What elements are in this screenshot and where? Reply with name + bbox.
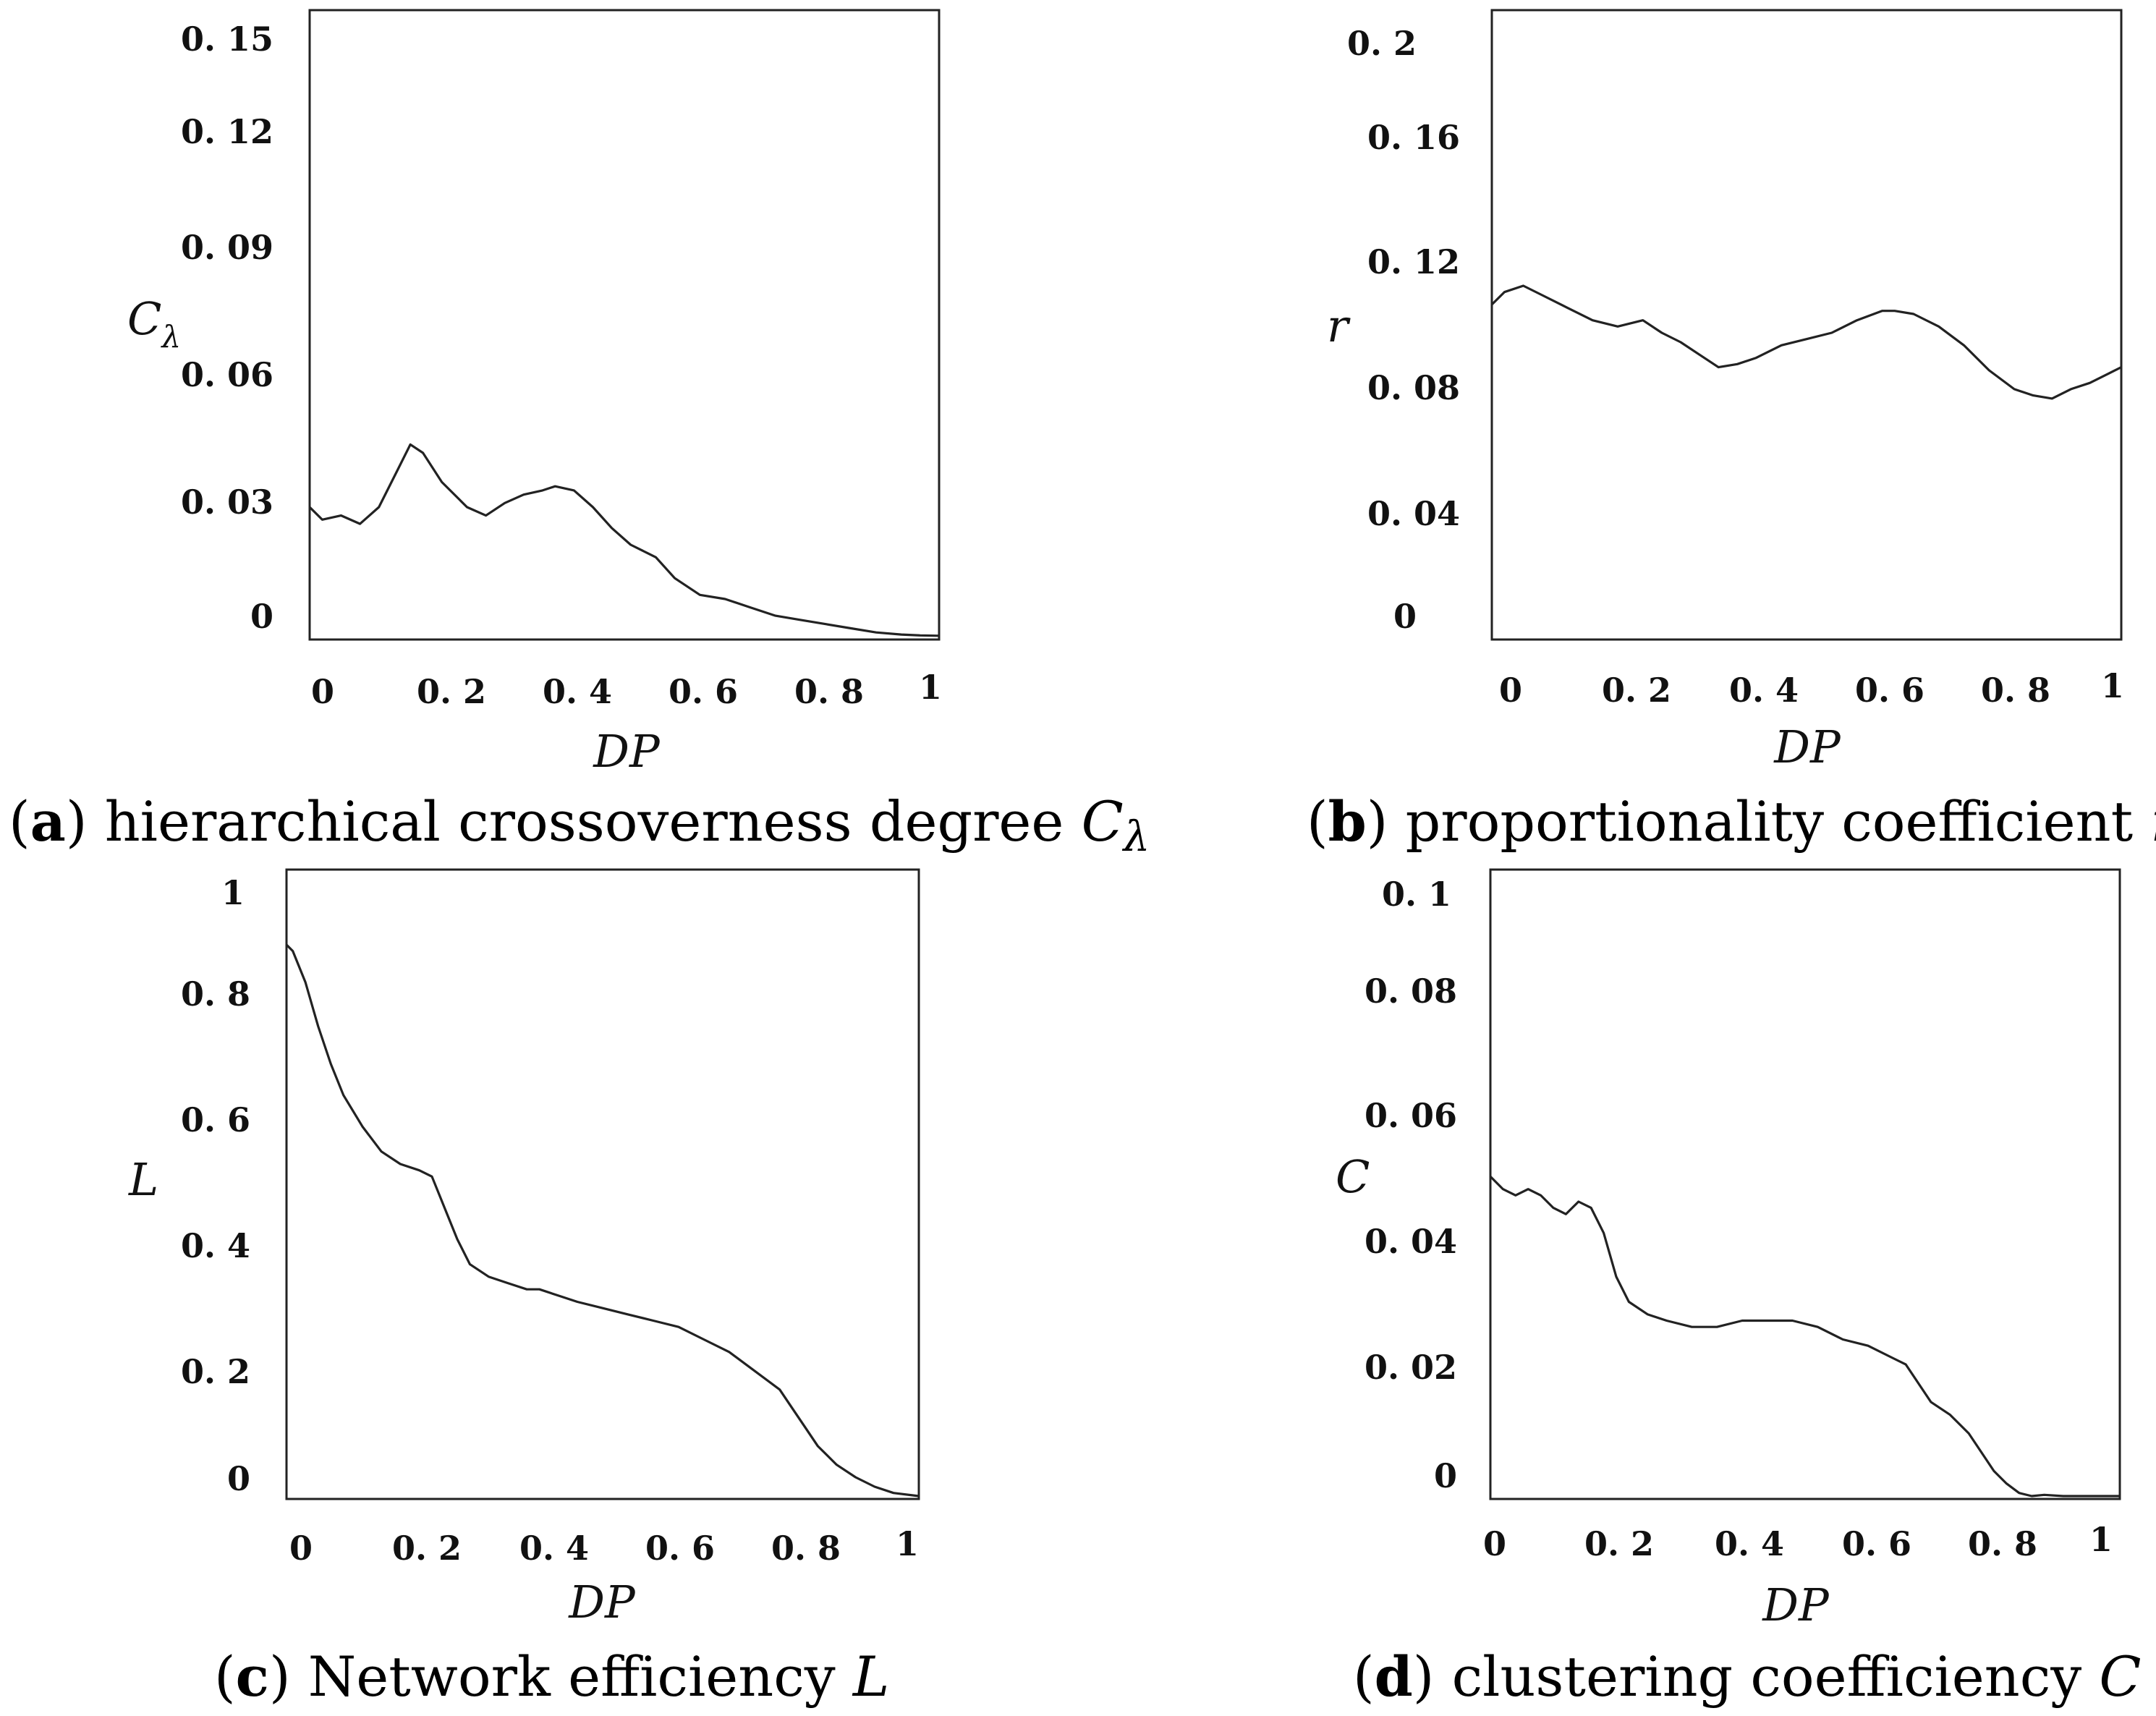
y-tick-label: 0. 15 [181,20,273,59]
caption-symbol: r [2150,789,2156,854]
plot-frame-d [1489,868,2121,1500]
y-tick-label: 0. 12 [1367,242,1460,281]
x-tick-labels-d: 0 0. 2 0. 4 0. 6 0. 8 1 [1483,1520,2113,1563]
y-tick-label: 0. 2 [1347,24,1417,63]
x-tick-label: 0. 4 [1715,1524,1784,1563]
caption-panel-letter: c [236,1644,269,1709]
caption-panel-letter: d [1375,1644,1413,1709]
series-line-b [1490,284,2122,400]
caption-d: (d) clustering coefficiency C [1353,1644,2142,1709]
x-tick-label: 0. 6 [645,1529,715,1568]
x-tick-label: 0. 2 [1602,671,1671,710]
y-tick-labels-b: 0 0. 04 0. 08 0. 12 0. 16 0. 2 [1347,24,1460,636]
caption-c: (c) Network efficiency L [214,1644,889,1709]
y-tick-label: 0 [227,1459,250,1498]
caption-a: (a) hierarchical crossoverness degree Cλ [9,789,1150,861]
x-tick-label: 0. 8 [1981,671,2050,710]
x-axis-label-d: DP [1762,1579,1830,1631]
x-tick-labels-a: 0 0. 2 0. 4 0. 6 0. 8 1 [311,668,942,711]
y-axis-label-sub: λ [160,319,181,354]
x-tick-label: 0. 4 [519,1529,589,1568]
y-tick-label: 0. 12 [181,112,273,151]
x-axis-label-b: DP [1773,721,1841,773]
x-tick-label: 0 [1499,671,1522,710]
y-tick-label: 0 [250,597,273,636]
caption-text: Network efficiency [308,1644,836,1709]
caption-b: (b) proportionality coefficient r [1307,789,2156,854]
caption-panel-letter: a [30,789,66,854]
plot-frame-b [1490,9,2123,641]
y-axis-label-main: C [127,292,161,345]
x-tick-labels-c: 0 0. 2 0. 4 0. 6 0. 8 1 [289,1524,919,1568]
x-tick-label: 0. 2 [392,1529,462,1568]
y-tick-label: 0. 2 [181,1352,250,1391]
caption-text: hierarchical crossoverness degree [105,789,1064,854]
x-tick-label: 0. 2 [1584,1524,1654,1563]
y-axis-label-a: Cλ [127,292,181,354]
x-tick-label: 1 [896,1524,919,1563]
y-tick-labels-d: 0 0. 02 0. 04 0. 06 0. 08 0. 1 [1365,875,1457,1495]
y-tick-label: 0. 04 [1367,494,1460,533]
x-axis-label-c: DP [568,1576,636,1628]
x-tick-label: 0 [289,1529,313,1568]
x-tick-label: 0. 6 [1855,671,1924,710]
x-tick-label: 1 [2089,1520,2113,1559]
caption-symbol: L [852,1644,889,1709]
caption-text: proportionality coefficient [1406,789,2134,854]
x-tick-label: 0. 2 [417,672,486,711]
caption-text: clustering coefficiency [1452,1644,2082,1709]
x-axis-label-a: DP [593,725,661,778]
x-tick-label: 0. 6 [669,672,738,711]
x-tick-label: 0. 4 [543,672,612,711]
series-line-d [1489,1176,2120,1498]
y-tick-label: 0. 06 [1365,1096,1457,1135]
plot-frame-a [308,9,941,641]
y-tick-labels-a: 0 0. 03 0. 06 0. 09 0. 12 0. 15 [181,20,273,636]
y-tick-label: 0. 04 [1365,1222,1457,1261]
x-tick-label: 0. 4 [1729,671,1799,710]
caption-symbol-sub: λ [1122,812,1150,861]
y-tick-label: 0 [1393,597,1417,636]
x-tick-label: 0. 8 [771,1529,841,1568]
y-tick-label: 1 [221,873,245,912]
y-tick-label: 0. 6 [181,1100,250,1139]
y-tick-label: 0. 09 [181,228,273,267]
y-tick-label: 0. 02 [1365,1348,1457,1387]
y-tick-label: 0. 1 [1382,875,1451,914]
caption-symbol: C [1082,789,1124,854]
series-line-c [285,943,920,1498]
y-tick-label: 0. 03 [181,483,273,522]
y-axis-label-b: r [1327,300,1351,352]
y-tick-label: 0. 16 [1367,118,1460,157]
y-tick-label: 0. 8 [181,974,250,1014]
panel-c: 0 0. 2 0. 4 0. 6 0. 8 1 0 0. 2 0. 4 0. 6… [128,868,920,1709]
x-tick-label: 0. 8 [1968,1524,2037,1563]
x-tick-label: 0 [1483,1524,1506,1563]
series-line-a [308,443,940,637]
y-axis-label-d: C [1336,1150,1370,1203]
x-tick-label: 0. 8 [794,672,864,711]
caption-symbol: C [2099,1644,2141,1709]
y-tick-labels-c: 0 0. 2 0. 4 0. 6 0. 8 1 [181,873,250,1498]
plot-frame-c [285,868,920,1500]
y-tick-label: 0. 06 [181,355,273,394]
x-tick-labels-b: 0 0. 2 0. 4 0. 6 0. 8 1 [1499,666,2124,710]
x-tick-label: 1 [2101,666,2124,705]
y-tick-label: 0. 4 [181,1226,250,1265]
y-tick-label: 0. 08 [1365,972,1457,1011]
panel-d: 0 0. 02 0. 04 0. 06 0. 08 0. 1 0 0. 2 0.… [1336,868,2142,1709]
y-tick-label: 0. 08 [1367,368,1460,407]
x-tick-label: 0. 6 [1842,1524,1911,1563]
y-tick-label: 0 [1434,1456,1457,1495]
panel-a: 0 0. 03 0. 06 0. 09 0. 12 0. 15 0 0. 2 0… [9,9,1150,861]
y-axis-label-c: L [128,1153,158,1206]
x-tick-label: 0 [311,672,334,711]
panel-b: 0 0. 04 0. 08 0. 12 0. 16 0. 2 0 0. 2 0.… [1307,9,2156,854]
caption-panel-letter: b [1328,789,1367,854]
x-tick-label: 1 [919,668,942,707]
